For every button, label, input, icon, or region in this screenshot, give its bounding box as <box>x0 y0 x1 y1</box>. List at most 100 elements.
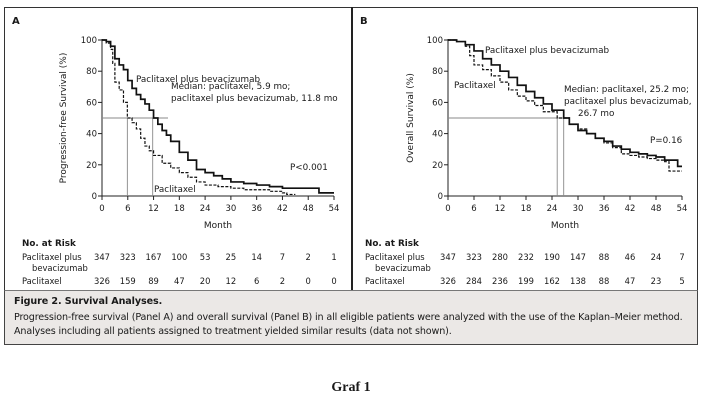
panel-b-x-tick-label: 6 <box>471 204 476 214</box>
panel-b-label: B <box>360 16 368 27</box>
panel-b-series-label-bevacizumab: Paclitaxel plus bevacizumab <box>485 46 609 56</box>
panel-a-x-tick-label: 0 <box>99 204 104 214</box>
panel-a-y-tick-label: 40 <box>86 130 97 140</box>
panel-b-y-tick-label: 80 <box>432 67 443 77</box>
panel-b-risk-value: 280 <box>492 252 508 262</box>
panel-b-risk-value: 236 <box>492 276 508 286</box>
panel-b-risk-value: 47 <box>625 276 636 286</box>
panel-a-risk-value: 53 <box>200 252 211 262</box>
panel-b-risk-value: 7 <box>679 252 684 262</box>
panel-a-label: A <box>12 16 20 27</box>
panel-a-y-tick-label: 100 <box>81 36 97 46</box>
panel-b-x-tick-label: 42 <box>625 204 636 214</box>
panel-a-risk-value: 6 <box>254 276 259 286</box>
panel-b-risk-table-header: No. at Risk <box>365 239 420 249</box>
panel-a-x-axis-title: Month <box>204 221 232 231</box>
panel-b-risk-value: 284 <box>466 276 482 286</box>
panel-b-risk-value: 162 <box>544 276 560 286</box>
panel-a-risk-value: 89 <box>148 276 159 286</box>
figure-caption: Figure 2. Survival Analyses. Progression… <box>4 290 698 345</box>
panel-b-x-tick-label: 0 <box>445 204 450 214</box>
panel-divider <box>351 7 353 290</box>
panel-b-series-label-paclitaxel: Paclitaxel <box>454 81 496 91</box>
panel-b-risk-value: 88 <box>599 276 610 286</box>
panel-b-median-annotation-line2: paclitaxel plus bevacizumab, <box>564 97 692 107</box>
panel-a-x-tick-label: 30 <box>225 204 236 214</box>
panel-b-x-tick-label: 18 <box>521 204 532 214</box>
panel-a-series-label-bevacizumab: Paclitaxel plus bevacizumab <box>136 75 260 85</box>
panel-b-risk-row-label: Paclitaxel plus <box>365 252 425 262</box>
panel-b-risk-value: 347 <box>440 252 456 262</box>
panel-a-risk-value: 7 <box>280 252 285 262</box>
panel-a-risk-row-label: Paclitaxel plus <box>22 252 82 262</box>
panel-b-risk-value: 24 <box>651 252 662 262</box>
panel-a-x-tick-label: 48 <box>303 204 314 214</box>
panel-a-median-annotation-line2: paclitaxel plus bevacizumab, 11.8 mo <box>171 94 338 104</box>
panel-a-risk-value: 12 <box>226 276 237 286</box>
caption-body: Progression-free survival (Panel A) and … <box>14 312 683 337</box>
panel-a-x-tick-label: 42 <box>277 204 288 214</box>
panel-a-risk-value: 25 <box>226 252 237 262</box>
panel-a-x-tick-label: 54 <box>329 204 340 214</box>
panel-b-risk-value: 88 <box>599 252 610 262</box>
panel-b-risk-value: 232 <box>518 252 534 262</box>
panel-a-series-label-paclitaxel: Paclitaxel <box>154 185 196 195</box>
panel-b-risk-value: 23 <box>651 276 662 286</box>
panel-a-risk-value: 20 <box>200 276 211 286</box>
panel-a-risk-table-header: No. at Risk <box>22 239 77 249</box>
panel-a-risk-value: 167 <box>146 252 162 262</box>
panel-a-risk-value: 326 <box>94 276 110 286</box>
panel-b-y-tick-label: 100 <box>427 36 443 46</box>
panel-a-risk-value: 14 <box>251 252 262 262</box>
panel-b-risk-value: 147 <box>570 252 586 262</box>
panel-b-y-tick-label: 0 <box>438 192 443 202</box>
panel-b-x-tick-label: 12 <box>495 204 506 214</box>
panel-a-x-tick-label: 18 <box>174 204 185 214</box>
panel-a-risk-row-label: Paclitaxel <box>22 276 62 286</box>
panel-b-risk-value: 199 <box>518 276 534 286</box>
panel-b-risk-row-label-cont: bevacizumab <box>375 263 431 273</box>
panel-a-p-value: P<0.001 <box>290 163 328 173</box>
panel-a-risk-value: 2 <box>280 276 285 286</box>
panel-a-x-tick-label: 6 <box>125 204 130 214</box>
panel-b-risk-value: 323 <box>466 252 482 262</box>
panel-b-risk-value: 326 <box>440 276 456 286</box>
panel-b-risk-value: 138 <box>570 276 586 286</box>
panel-a-x-tick-label: 36 <box>251 204 262 214</box>
panel-a-curve-paclitaxel-plus-bevacizumab <box>102 39 334 194</box>
panel-a-y-tick-label: 60 <box>86 98 97 108</box>
panel-b-risk-value: 190 <box>544 252 560 262</box>
panel-b-median-annotation-line3: 26.7 mo <box>578 109 614 119</box>
panel-b-risk-row-label: Paclitaxel <box>365 276 405 286</box>
panel-b-x-tick-label: 24 <box>547 204 558 214</box>
panel-a-risk-value: 0 <box>331 276 336 286</box>
panel-a-risk-value: 1 <box>331 252 336 262</box>
panel-a-x-tick-label: 24 <box>200 204 211 214</box>
panel-a-risk-value: 159 <box>120 276 136 286</box>
panel-b-x-axis-title: Month <box>551 221 579 231</box>
panel-a-y-axis-title: Progression-free Survival (%) <box>59 53 69 184</box>
panel-a-risk-value: 47 <box>174 276 185 286</box>
panel-a-risk-value: 100 <box>171 252 187 262</box>
panel-a-median-annotation-line1: Median: paclitaxel, 5.9 mo; <box>171 82 290 92</box>
panel-b-risk-value: 46 <box>625 252 636 262</box>
panel-a-risk-value: 2 <box>306 252 311 262</box>
panel-a-risk-row-label-cont: bevacizumab <box>32 263 88 273</box>
panel-a-risk-value: 347 <box>94 252 110 262</box>
panel-b-risk-value: 5 <box>679 276 684 286</box>
panel-b-curve-paclitaxel <box>448 39 682 172</box>
panel-a-x-tick-label: 12 <box>148 204 159 214</box>
panel-b-y-tick-label: 20 <box>432 161 443 171</box>
panel-a-y-tick-label: 0 <box>92 192 97 202</box>
graf-label: Graf 1 <box>331 380 371 395</box>
panel-b-x-tick-label: 36 <box>599 204 610 214</box>
panel-b-y-tick-label: 40 <box>432 130 443 140</box>
panel-a-curve-paclitaxel <box>102 39 296 196</box>
panel-a-risk-value: 0 <box>306 276 311 286</box>
panel-a-y-tick-label: 20 <box>86 161 97 171</box>
panel-b-x-tick-label: 48 <box>651 204 662 214</box>
panel-b-median-annotation-line1: Median: paclitaxel, 25.2 mo; <box>564 85 689 95</box>
caption-title: Figure 2. Survival Analyses. <box>14 296 163 307</box>
panel-b-y-axis-title: Overall Survival (%) <box>406 73 416 163</box>
